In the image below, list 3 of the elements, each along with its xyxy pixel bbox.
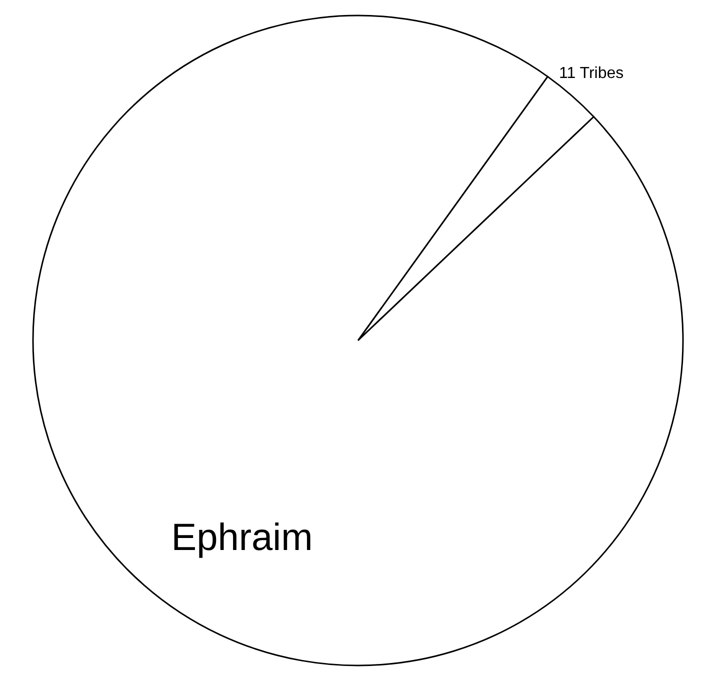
slice-label: 11 Tribes	[559, 64, 624, 82]
slice-label: Ephraim	[171, 517, 313, 560]
pie-slice	[32, 14, 684, 666]
